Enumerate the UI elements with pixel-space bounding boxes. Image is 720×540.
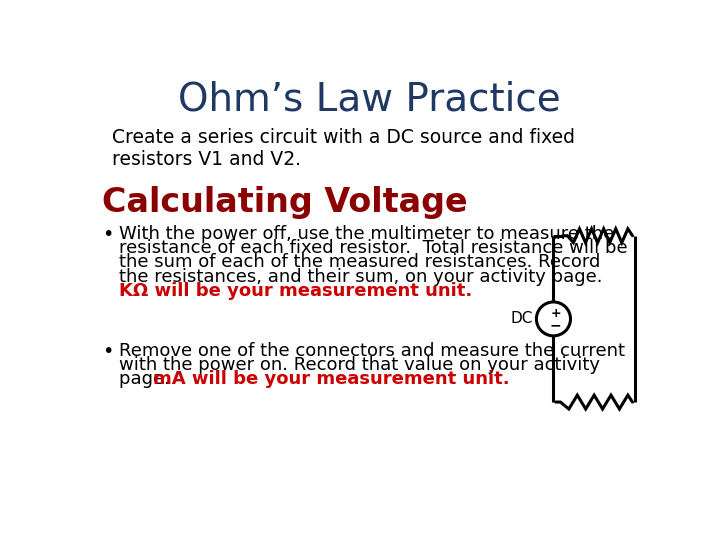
Text: Create a series circuit with a DC source and fixed
resistors V1 and V2.: Create a series circuit with a DC source… xyxy=(112,128,575,169)
Text: the sum of each of the measured resistances. Record: the sum of each of the measured resistan… xyxy=(120,253,600,272)
Text: +: + xyxy=(551,307,561,320)
Text: resistance of each fixed resistor.  Total resistance will be: resistance of each fixed resistor. Total… xyxy=(120,239,628,257)
Text: With the power off, use the multimeter to measure the: With the power off, use the multimeter t… xyxy=(120,225,615,243)
Text: page.: page. xyxy=(120,370,176,388)
Text: •: • xyxy=(102,225,114,244)
Text: with the power on. Record that value on your activity: with the power on. Record that value on … xyxy=(120,356,600,374)
Text: Remove one of the connectors and measure the current: Remove one of the connectors and measure… xyxy=(120,342,626,360)
Text: −: − xyxy=(550,318,562,332)
Text: Calculating Voltage: Calculating Voltage xyxy=(102,186,467,219)
Text: mA will be your measurement unit.: mA will be your measurement unit. xyxy=(153,370,510,388)
Text: •: • xyxy=(102,342,114,361)
Text: Ohm’s Law Practice: Ohm’s Law Practice xyxy=(178,80,560,118)
Text: DC: DC xyxy=(511,312,534,326)
Text: KΩ will be your measurement unit.: KΩ will be your measurement unit. xyxy=(120,282,473,300)
Text: the resistances, and their sum, on your activity page.: the resistances, and their sum, on your … xyxy=(120,268,603,286)
